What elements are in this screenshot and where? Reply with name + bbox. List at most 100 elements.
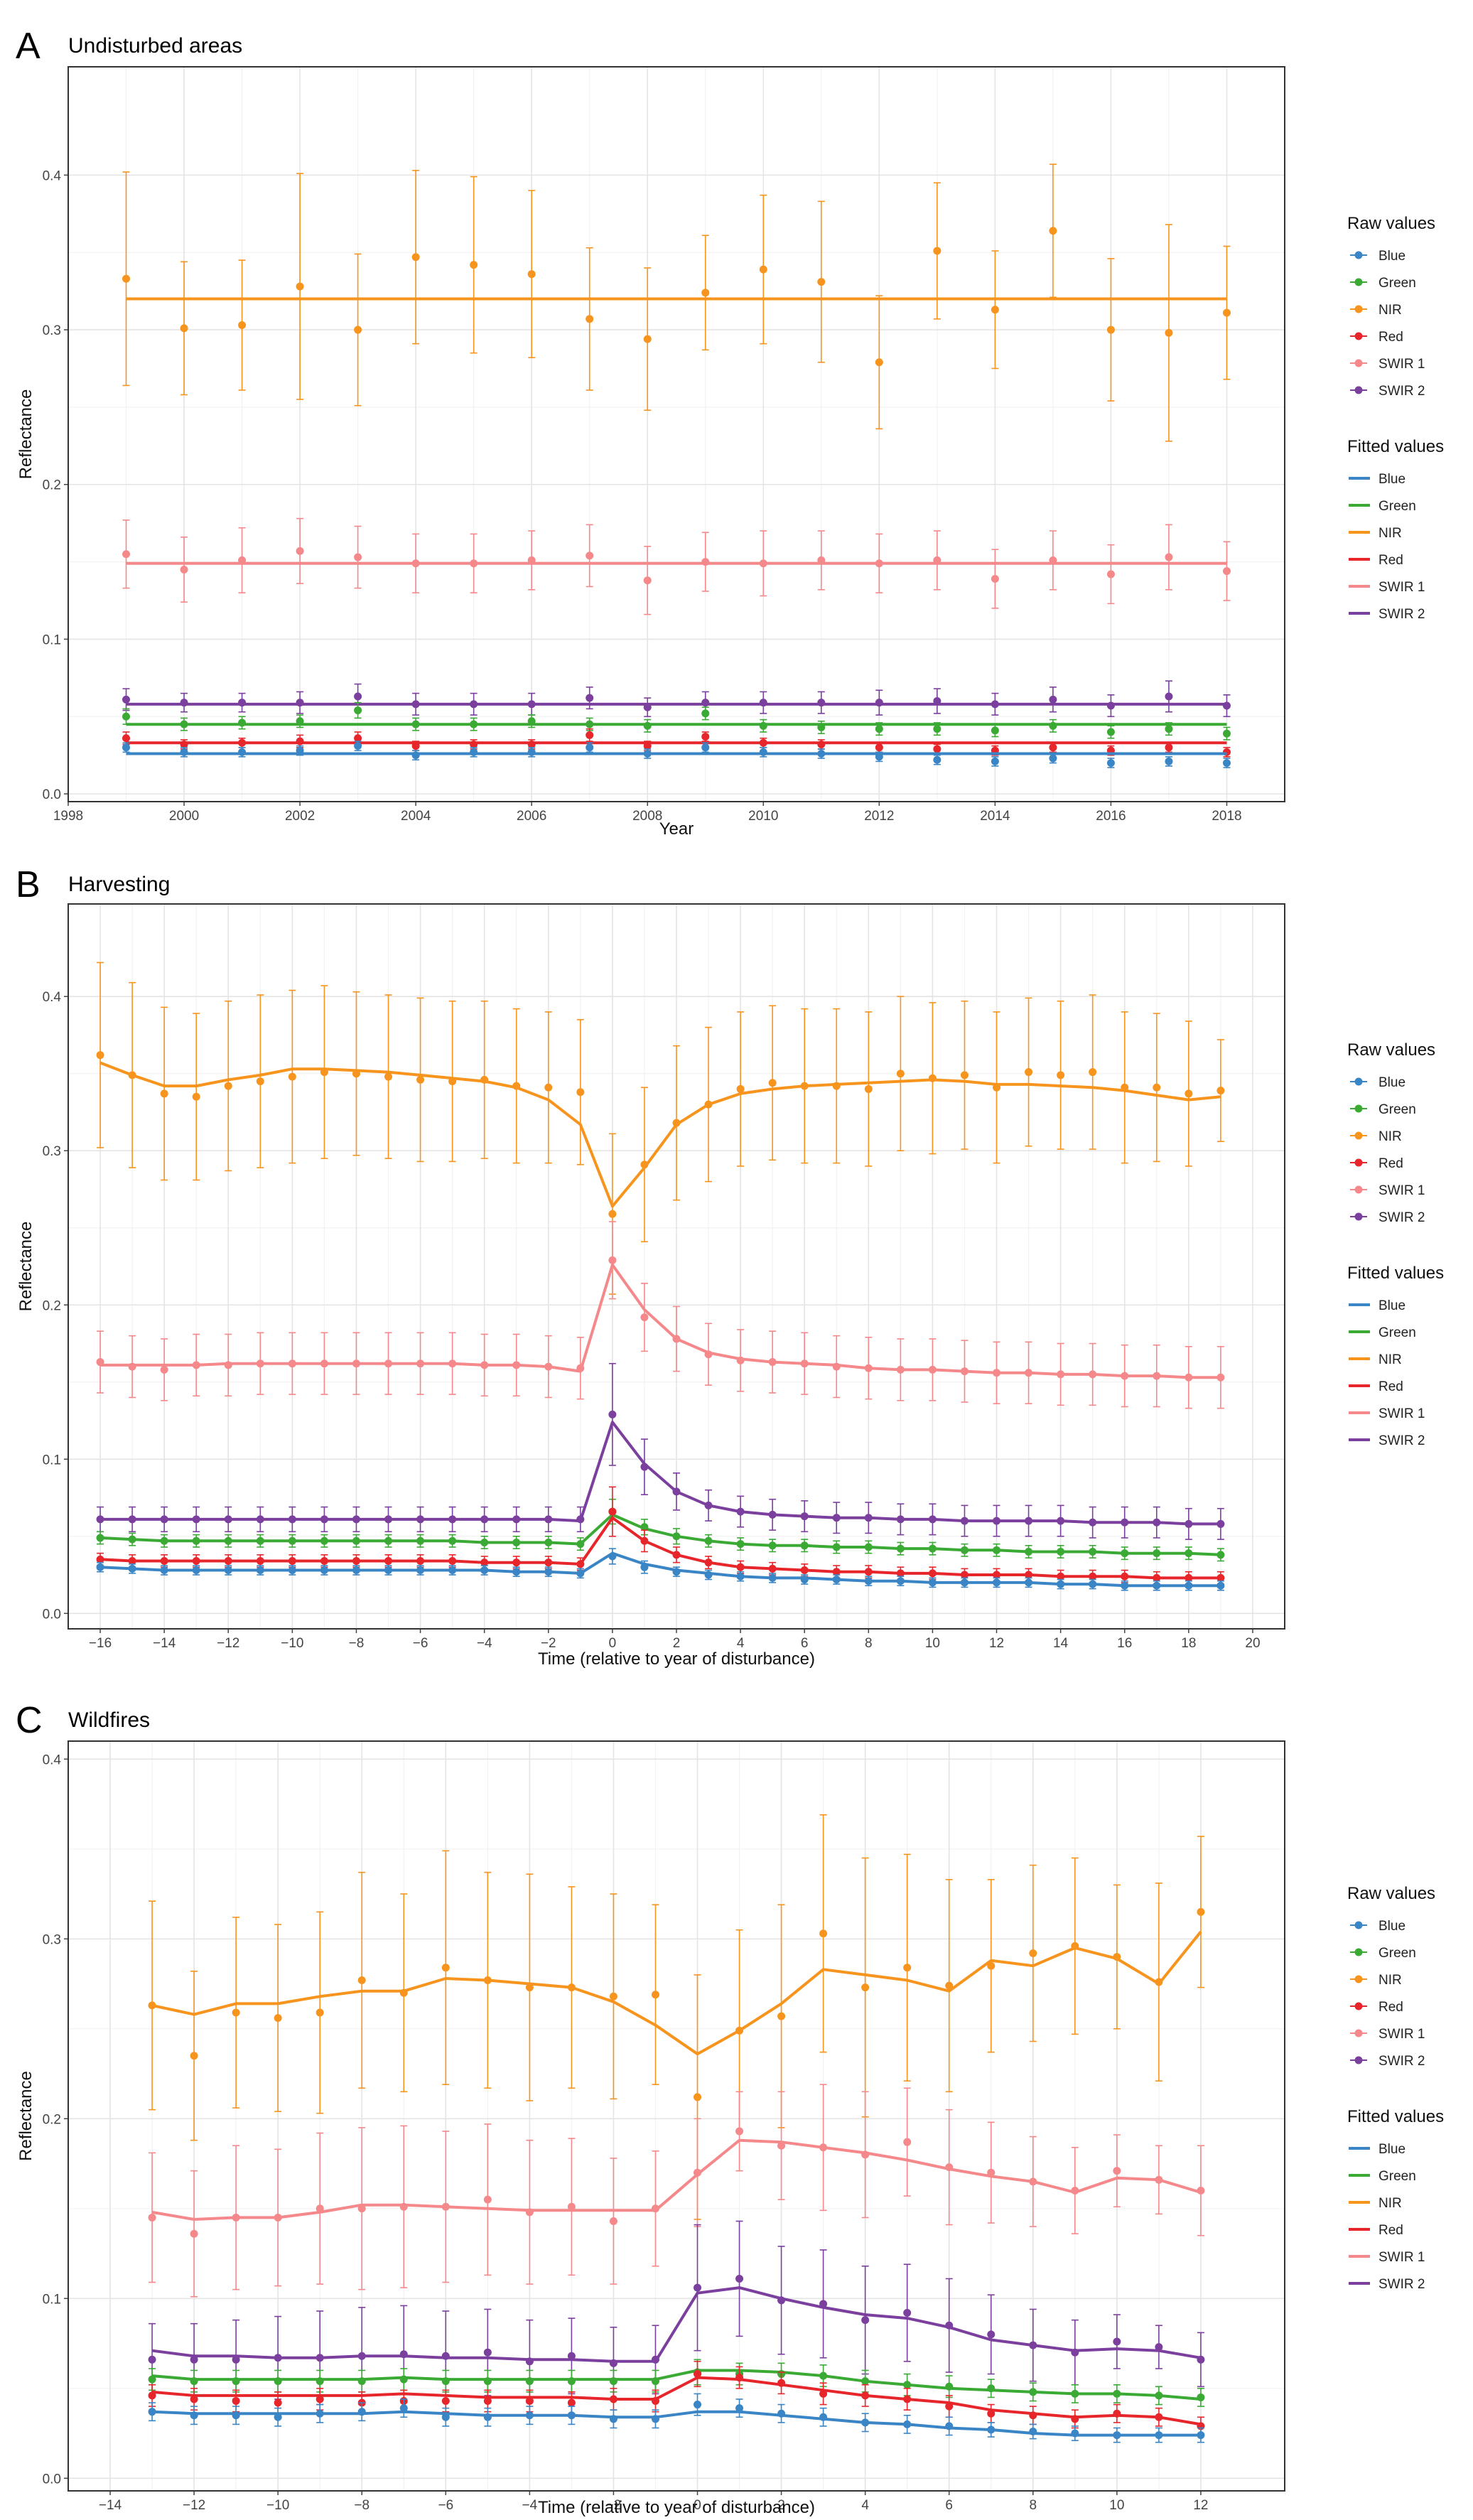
legend-key-raw-point	[1354, 1077, 1363, 1086]
raw-point	[1113, 1953, 1121, 1961]
raw-point	[296, 737, 304, 745]
raw-point	[777, 2409, 786, 2418]
raw-point	[296, 699, 304, 707]
raw-point	[576, 1364, 585, 1372]
raw-point	[480, 1075, 489, 1084]
raw-point	[701, 699, 710, 707]
y-tick-label: 0.1	[43, 2292, 61, 2307]
raw-point	[609, 2395, 617, 2403]
raw-point	[736, 1572, 745, 1581]
raw-point	[1057, 1071, 1065, 1079]
raw-point	[180, 720, 188, 728]
raw-point	[512, 1558, 521, 1567]
raw-point	[735, 2404, 744, 2413]
raw-point	[274, 2014, 282, 2023]
raw-point	[800, 1512, 809, 1521]
raw-point	[987, 2409, 996, 2418]
raw-point	[576, 1088, 585, 1097]
x-tick-label: −8	[349, 1636, 365, 1651]
raw-point	[1113, 2337, 1121, 2346]
raw-point	[1121, 1518, 1129, 1526]
legend-label-raw: Blue	[1378, 1919, 1405, 1934]
raw-point	[736, 1356, 745, 1364]
raw-point	[651, 2415, 659, 2423]
raw-point	[232, 2213, 240, 2222]
raw-point	[525, 2357, 534, 2366]
raw-point	[357, 2408, 366, 2416]
raw-point	[832, 1576, 841, 1584]
raw-point	[861, 2391, 870, 2400]
raw-point	[96, 1358, 104, 1367]
raw-point	[352, 1359, 360, 1368]
raw-point	[567, 2202, 576, 2211]
raw-point	[148, 2375, 156, 2384]
raw-point	[933, 745, 941, 753]
raw-point	[759, 559, 767, 568]
raw-point	[274, 2213, 282, 2222]
raw-point	[861, 1983, 870, 1992]
x-tick-label: 6	[801, 1636, 809, 1651]
raw-point	[1057, 1572, 1065, 1581]
raw-point	[122, 274, 131, 283]
legend-label-raw: Red	[1378, 330, 1403, 345]
legend: Raw values Blue Green NIR Red SWIR 1 SWIR 2 Fit…	[1347, 214, 1444, 622]
raw-point	[274, 2377, 282, 2386]
raw-point	[800, 1576, 809, 1584]
raw-point	[480, 1558, 489, 1567]
raw-point	[896, 1515, 905, 1524]
raw-point	[160, 1566, 168, 1575]
raw-point	[896, 1365, 905, 1374]
y-tick-label: 0.4	[43, 168, 62, 183]
raw-point	[1089, 1068, 1097, 1077]
raw-point	[399, 2404, 408, 2413]
raw-point	[354, 734, 362, 743]
raw-point	[1121, 1572, 1129, 1581]
raw-point	[832, 1082, 841, 1090]
raw-point	[480, 1566, 489, 1575]
raw-point	[525, 2397, 534, 2406]
raw-point	[875, 753, 883, 761]
raw-point	[609, 2415, 617, 2423]
raw-point	[525, 2208, 534, 2217]
raw-point	[608, 1210, 617, 1218]
y-tick-label: 0.2	[43, 1298, 61, 1313]
raw-point	[190, 2395, 198, 2403]
raw-point	[448, 1515, 457, 1524]
panel-letter: A	[16, 26, 41, 67]
raw-point	[320, 1566, 328, 1575]
raw-point	[544, 1568, 553, 1576]
raw-point	[1121, 1083, 1129, 1092]
series-swir-1	[96, 1221, 1225, 1409]
raw-point	[470, 261, 478, 269]
fitted-line	[100, 1516, 1221, 1580]
raw-point	[296, 546, 304, 555]
raw-point	[1155, 2431, 1163, 2440]
x-tick-label: 12	[1193, 2498, 1208, 2513]
raw-point	[1197, 1907, 1205, 1916]
raw-point	[527, 717, 536, 726]
raw-point	[483, 1976, 492, 1984]
raw-point	[704, 1501, 713, 1509]
raw-point	[1165, 553, 1173, 561]
raw-point	[945, 2163, 954, 2172]
legend-key-raw-point	[1354, 1185, 1363, 1194]
raw-point	[694, 2168, 702, 2177]
raw-point	[256, 1359, 264, 1368]
legend-title-fitted: Fitted values	[1347, 1264, 1444, 1283]
series-blue	[122, 741, 1231, 768]
raw-point	[416, 1536, 425, 1545]
raw-point	[817, 278, 826, 286]
raw-point	[480, 1538, 489, 1546]
raw-point	[296, 746, 304, 755]
raw-point	[1106, 325, 1115, 334]
raw-point	[875, 358, 883, 367]
raw-point	[672, 1487, 681, 1496]
raw-point	[128, 1515, 136, 1524]
raw-point	[736, 1507, 745, 1516]
legend-label-fitted: Green	[1378, 2169, 1416, 2184]
raw-point	[1222, 701, 1231, 710]
raw-point	[800, 1541, 809, 1550]
x-tick-label: 2002	[285, 809, 315, 824]
raw-point	[701, 743, 710, 752]
raw-point	[1089, 1580, 1097, 1588]
